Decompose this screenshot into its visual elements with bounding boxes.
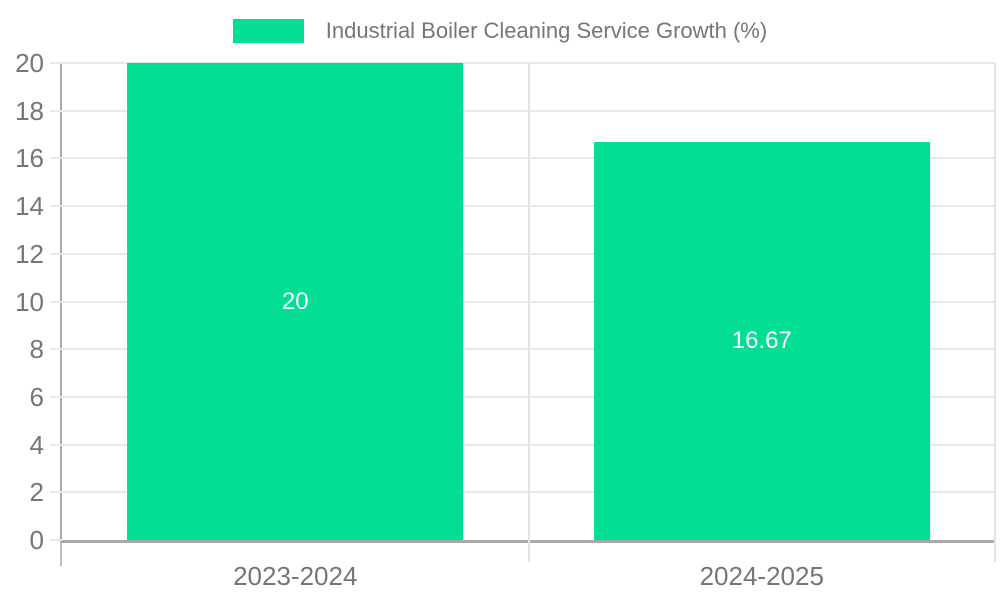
- x-tick-label: 2024-2025: [699, 561, 824, 591]
- x-gridline: [527, 63, 530, 562]
- y-tick-label: 18: [15, 95, 44, 126]
- y-axis-tick: [60, 542, 62, 566]
- y-gridline: [50, 205, 995, 208]
- category-band: 16.67 2024-2025: [529, 63, 996, 591]
- bar-value-label: 20: [281, 287, 309, 315]
- category-band: 20 2023-2024: [62, 63, 529, 591]
- y-tick-label: 6: [29, 381, 44, 412]
- y-gridline: [50, 348, 995, 351]
- bar-2024-2025[interactable]: 16.67: [593, 142, 930, 540]
- y-gridline: [50, 443, 995, 446]
- y-gridline: [50, 491, 995, 494]
- y-gridline: [50, 157, 995, 160]
- y-tick-label: 4: [29, 429, 44, 460]
- legend[interactable]: Industrial Boiler Cleaning Service Growt…: [0, 18, 1000, 44]
- y-tick-label: 2: [29, 477, 44, 508]
- y-tick: [50, 539, 62, 541]
- bar-2023-2024[interactable]: 20: [127, 63, 464, 540]
- y-gridline: [50, 395, 995, 398]
- y-gridline: [50, 300, 995, 303]
- y-tick-label: 20: [15, 48, 44, 78]
- x-gridline: [994, 63, 996, 562]
- legend-swatch-icon: [232, 19, 304, 43]
- y-tick-label: 14: [15, 191, 44, 222]
- y-gridline: [50, 252, 995, 255]
- x-tick-label: 2023-2024: [233, 561, 358, 591]
- y-tick-label: 12: [15, 238, 44, 269]
- y-tick-label: 16: [15, 143, 44, 174]
- y-tick-label: 0: [29, 525, 44, 555]
- legend-label: Industrial Boiler Cleaning Service Growt…: [325, 18, 768, 43]
- bar-value-label: 16.67: [731, 327, 792, 355]
- y-tick-label: 8: [29, 334, 44, 365]
- y-tick-label: 10: [15, 286, 44, 317]
- y-gridline: [50, 109, 995, 112]
- y-gridline: [50, 62, 995, 64]
- plot-area: 0 2 4 6 8 10 12 14 16 18 20 20 2023-2024 16.67 2024-2…: [15, 50, 996, 591]
